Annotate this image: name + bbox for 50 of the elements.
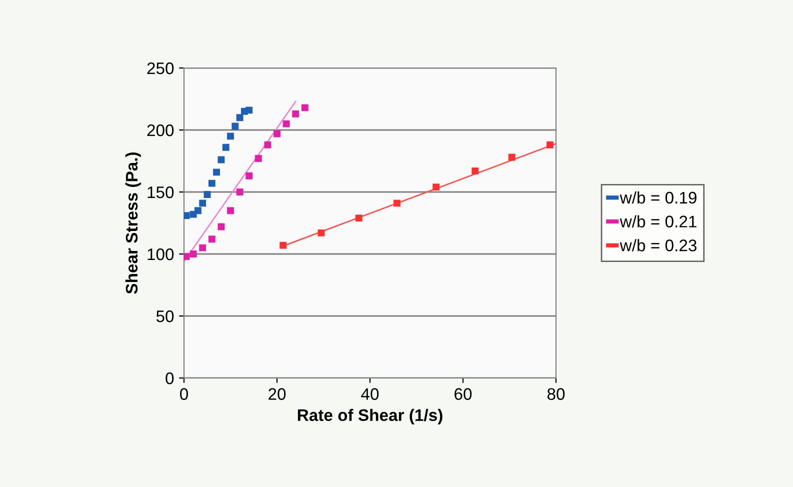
- point: [546, 141, 554, 148]
- legend-label: w/b = 0.19: [620, 191, 696, 204]
- point: [318, 229, 325, 236]
- point: [472, 167, 479, 174]
- point: [199, 244, 206, 252]
- point: [184, 212, 190, 220]
- point: [227, 207, 234, 214]
- point: [213, 168, 220, 176]
- point: [246, 106, 253, 114]
- point: [199, 200, 206, 207]
- point: [218, 156, 225, 164]
- point: [208, 236, 216, 243]
- point: [292, 110, 300, 118]
- point: [222, 144, 230, 151]
- point: [508, 154, 516, 161]
- legend-label: w/b = 0.21: [620, 215, 696, 228]
- point: [236, 114, 244, 122]
- point: [232, 122, 239, 130]
- x-tick-label: 20: [268, 388, 286, 400]
- point: [184, 253, 190, 260]
- y-tick-label: 200: [147, 124, 174, 136]
- point: [282, 120, 290, 128]
- point: [190, 250, 197, 258]
- point: [236, 188, 244, 196]
- point: [432, 184, 440, 191]
- x-tick-label: 0: [180, 388, 188, 400]
- point: [301, 104, 308, 112]
- point: [274, 130, 280, 138]
- y-tick-label: 0: [166, 372, 174, 384]
- legend-label: w/b = 0.23: [620, 239, 696, 252]
- point: [194, 207, 202, 214]
- point: [208, 180, 216, 187]
- x-tick-label: 40: [361, 388, 379, 400]
- point: [355, 214, 362, 222]
- point: [254, 155, 262, 162]
- y-tick-label: 100: [148, 248, 174, 260]
- point: [204, 191, 211, 198]
- point: [246, 172, 253, 180]
- point: [218, 223, 225, 230]
- point: [227, 132, 234, 140]
- x-axis-title: Rate of Shear (1/s): [298, 408, 442, 424]
- point: [280, 242, 287, 249]
- x-tick-label: 60: [454, 388, 472, 400]
- y-axis-title: Shear Stress (Pa.): [125, 152, 141, 294]
- y-tick-label: 50: [156, 310, 174, 322]
- y-tick-label: 150: [148, 186, 174, 198]
- y-tick-label: 250: [147, 62, 174, 74]
- x-tick-label: 80: [547, 388, 565, 400]
- point: [264, 141, 272, 148]
- point: [393, 200, 400, 207]
